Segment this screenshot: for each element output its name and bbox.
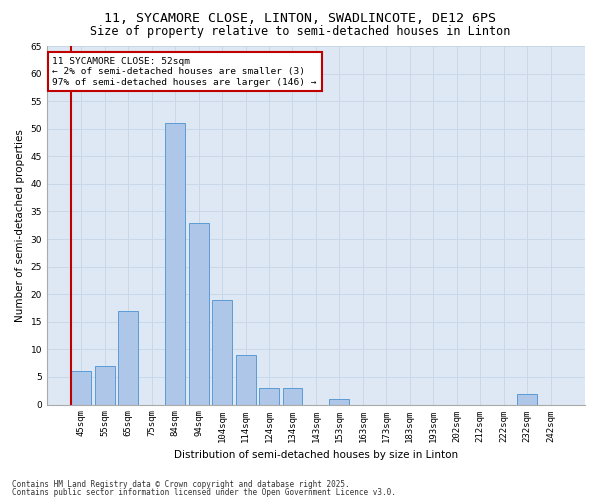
Bar bbox=[259, 388, 279, 404]
Bar bbox=[212, 300, 232, 405]
Text: 11 SYCAMORE CLOSE: 52sqm
← 2% of semi-detached houses are smaller (3)
97% of sem: 11 SYCAMORE CLOSE: 52sqm ← 2% of semi-de… bbox=[52, 57, 317, 86]
Bar bbox=[165, 123, 185, 404]
Bar bbox=[283, 388, 302, 404]
Bar bbox=[236, 355, 256, 405]
Y-axis label: Number of semi-detached properties: Number of semi-detached properties bbox=[15, 129, 25, 322]
Bar bbox=[329, 399, 349, 404]
Bar bbox=[95, 366, 115, 405]
Text: Contains HM Land Registry data © Crown copyright and database right 2025.: Contains HM Land Registry data © Crown c… bbox=[12, 480, 350, 489]
X-axis label: Distribution of semi-detached houses by size in Linton: Distribution of semi-detached houses by … bbox=[174, 450, 458, 460]
Bar bbox=[517, 394, 537, 404]
Text: Contains public sector information licensed under the Open Government Licence v3: Contains public sector information licen… bbox=[12, 488, 396, 497]
Text: 11, SYCAMORE CLOSE, LINTON, SWADLINCOTE, DE12 6PS: 11, SYCAMORE CLOSE, LINTON, SWADLINCOTE,… bbox=[104, 12, 496, 26]
Bar bbox=[71, 372, 91, 404]
Bar bbox=[188, 222, 209, 404]
Bar bbox=[118, 311, 138, 404]
Text: Size of property relative to semi-detached houses in Linton: Size of property relative to semi-detach… bbox=[90, 25, 510, 38]
